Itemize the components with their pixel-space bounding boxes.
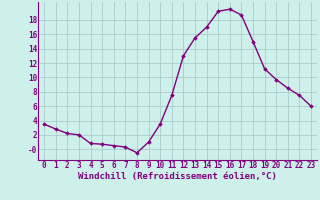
X-axis label: Windchill (Refroidissement éolien,°C): Windchill (Refroidissement éolien,°C) bbox=[78, 172, 277, 181]
